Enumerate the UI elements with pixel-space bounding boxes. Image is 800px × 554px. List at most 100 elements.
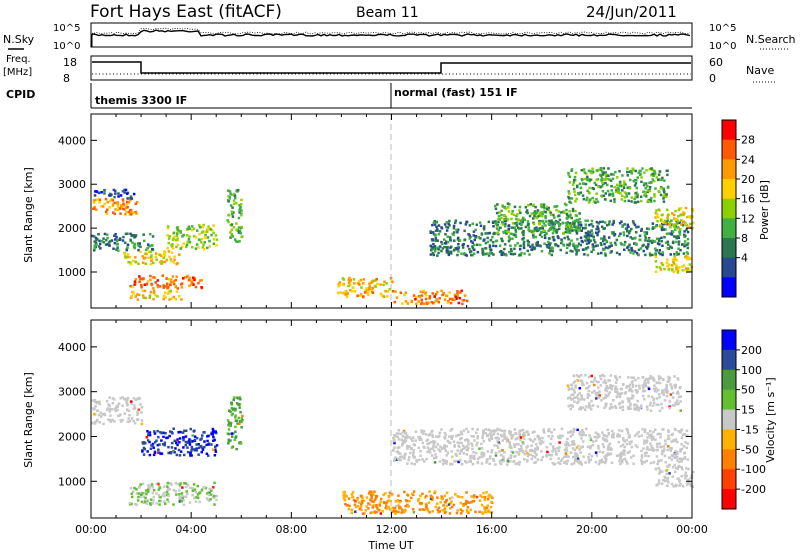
power-pixel <box>126 197 129 200</box>
power-pixel <box>558 227 561 231</box>
velocity-pixel <box>618 393 622 397</box>
power-pixel <box>93 194 97 197</box>
power-pixel <box>366 288 369 291</box>
power-pixel <box>608 193 611 197</box>
velocity-pixel <box>438 450 442 453</box>
power-pixel <box>128 198 132 202</box>
power-pixel <box>446 301 450 304</box>
velocity-pixel <box>603 381 606 384</box>
power-pixel <box>212 224 215 227</box>
power-pixel <box>486 252 489 255</box>
velocity-pixel <box>671 454 675 458</box>
velocity-pixel <box>579 407 583 411</box>
power-pixel <box>374 285 377 288</box>
power-pixel <box>434 293 438 296</box>
velocity-pixel <box>564 455 568 458</box>
velocity-pixel <box>521 441 525 444</box>
velocity-pixel <box>669 393 673 396</box>
velocity-pixel <box>490 437 494 440</box>
power-pixel <box>570 239 573 242</box>
power-pixel <box>627 199 630 203</box>
power-pixel <box>593 241 597 244</box>
power-pixel <box>481 251 484 255</box>
velocity-pixel <box>184 495 188 498</box>
velocity-pixel <box>126 420 130 423</box>
power-pixel <box>591 225 595 228</box>
power-pixel <box>568 224 571 227</box>
power-pixel <box>553 229 556 232</box>
velocity-pixel <box>568 396 572 399</box>
velocity-pixel <box>393 441 396 445</box>
power-pixel <box>515 214 518 218</box>
velocity-pixel <box>684 477 687 480</box>
power-pixel <box>648 240 652 243</box>
velocity-pixel <box>212 429 215 432</box>
power-pixel <box>500 237 503 241</box>
power-pixel <box>557 236 560 240</box>
velocity-pixel <box>470 495 473 498</box>
power-pixel <box>149 232 152 236</box>
colorbar-segment <box>722 218 736 239</box>
velocity-pixel <box>662 378 665 381</box>
power-pixel <box>476 243 479 246</box>
power-pixel <box>452 227 456 230</box>
power-pixel <box>610 184 613 188</box>
velocity-pixel <box>596 405 600 408</box>
velocity-pixel <box>484 428 487 431</box>
power-pixel <box>186 274 189 278</box>
power-pixel <box>666 173 669 177</box>
velocity-pixel <box>508 441 512 444</box>
power-pixel <box>344 290 347 294</box>
power-pixel <box>505 254 508 257</box>
velocity-pixel <box>445 504 448 508</box>
power-pixel <box>187 278 191 282</box>
power-pixel <box>440 249 443 253</box>
velocity-pixel <box>685 474 688 478</box>
power-pixel <box>518 253 522 256</box>
power-pixel <box>576 245 579 248</box>
velocity-pixel <box>413 443 416 447</box>
power-pixel <box>98 198 102 201</box>
velocity-pixel <box>657 479 661 482</box>
velocity-pixel <box>582 440 585 443</box>
velocity-pixel <box>410 447 413 450</box>
velocity-y-axis-label: Slant Range [km] <box>22 372 35 468</box>
power-pixel <box>489 248 492 252</box>
power-pixel <box>631 220 635 223</box>
velocity-pixel <box>463 446 466 449</box>
velocity-pixel <box>620 392 624 395</box>
power-pixel <box>646 189 650 192</box>
power-pixel <box>94 241 98 245</box>
velocity-pixel <box>636 445 639 449</box>
power-pixel <box>463 252 466 255</box>
velocity-pixel <box>593 389 596 393</box>
velocity-pixel <box>644 377 648 381</box>
power-pixel <box>403 293 406 296</box>
velocity-pixel <box>604 388 607 392</box>
power-pixel <box>682 213 685 217</box>
power-pixel <box>449 250 453 253</box>
velocity-pixel <box>518 449 521 452</box>
power-pixel <box>477 236 480 239</box>
power-pixel <box>132 233 135 237</box>
velocity-pixel <box>649 442 652 445</box>
velocity-pixel <box>178 500 182 503</box>
power-pixel <box>147 280 150 283</box>
power-pixel <box>446 226 450 229</box>
power-pixel <box>422 289 425 293</box>
power-pixel <box>623 240 627 244</box>
velocity-pixel <box>143 447 147 451</box>
power-pixel <box>230 233 233 236</box>
velocity-pixel <box>608 391 611 394</box>
velocity-pixel <box>577 397 580 400</box>
power-pixel <box>573 178 576 182</box>
velocity-pixel <box>230 413 234 417</box>
power-pixel <box>110 193 113 196</box>
colorbar-tick-label: 28 <box>741 134 755 147</box>
power-pixel <box>529 230 533 233</box>
power-pixel <box>164 296 167 299</box>
power-pixel <box>591 243 594 246</box>
power-pixel <box>384 290 387 293</box>
power-pixel <box>624 183 627 186</box>
velocity-pixel <box>456 509 459 512</box>
